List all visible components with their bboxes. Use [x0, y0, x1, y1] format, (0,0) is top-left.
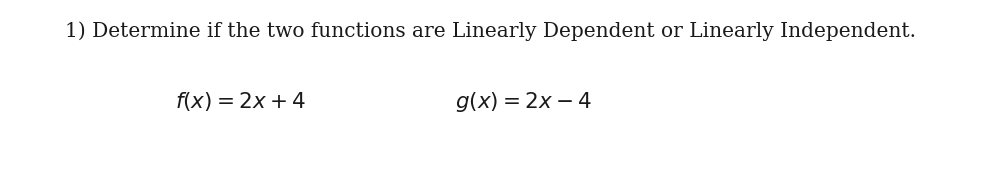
Text: 1) Determine if the two functions are Linearly Dependent or Linearly Independent: 1) Determine if the two functions are Li…: [65, 22, 916, 41]
Text: $f(x)= 2x+4$: $f(x)= 2x+4$: [175, 90, 306, 113]
Text: $g(x)= 2x-4$: $g(x)= 2x-4$: [455, 90, 592, 114]
